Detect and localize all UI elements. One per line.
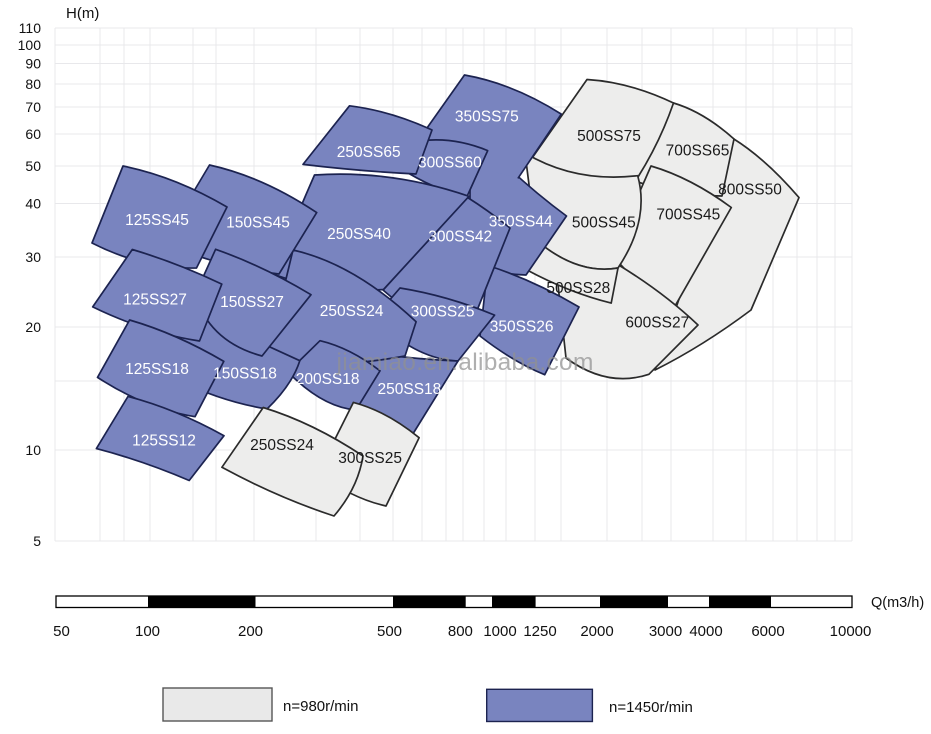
svg-text:5: 5 (33, 533, 41, 549)
svg-text:500SS75: 500SS75 (577, 128, 641, 145)
svg-text:2000: 2000 (580, 623, 613, 640)
svg-text:20: 20 (25, 319, 41, 335)
svg-text:50: 50 (25, 158, 41, 174)
svg-text:70: 70 (25, 99, 41, 115)
svg-text:350SS44: 350SS44 (489, 214, 553, 231)
svg-text:200: 200 (238, 623, 263, 640)
svg-text:500: 500 (377, 623, 402, 640)
svg-text:10: 10 (25, 442, 41, 458)
svg-text:700SS45: 700SS45 (656, 206, 720, 223)
svg-text:250SS65: 250SS65 (337, 144, 401, 161)
svg-text:500SS28: 500SS28 (546, 280, 610, 297)
svg-text:90: 90 (25, 56, 41, 72)
svg-text:80: 80 (25, 76, 41, 92)
svg-text:300SS25: 300SS25 (338, 450, 402, 467)
svg-text:300SS42: 300SS42 (428, 228, 492, 245)
svg-text:100: 100 (135, 623, 160, 640)
svg-text:1250: 1250 (523, 623, 556, 640)
svg-text:600SS27: 600SS27 (625, 315, 689, 332)
svg-text:n=980r/min: n=980r/min (283, 698, 358, 715)
svg-text:150SS45: 150SS45 (226, 215, 290, 232)
svg-text:1000: 1000 (483, 623, 516, 640)
svg-text:150SS27: 150SS27 (220, 294, 284, 311)
svg-text:350SS26: 350SS26 (490, 319, 554, 336)
svg-text:350SS75: 350SS75 (455, 109, 519, 126)
svg-text:30: 30 (25, 249, 41, 265)
svg-text:500SS45: 500SS45 (572, 214, 636, 231)
svg-text:150SS18: 150SS18 (213, 366, 277, 383)
svg-text:6000: 6000 (751, 623, 784, 640)
svg-text:10000: 10000 (830, 623, 872, 640)
svg-text:n=1450r/min: n=1450r/min (609, 699, 693, 716)
svg-text:H(m): H(m) (66, 5, 99, 22)
svg-text:125SS45: 125SS45 (125, 212, 189, 229)
svg-text:100: 100 (18, 37, 42, 53)
svg-text:jiamiao.en.alibaba.com: jiamiao.en.alibaba.com (336, 349, 594, 376)
svg-text:110: 110 (19, 20, 42, 36)
svg-text:700SS65: 700SS65 (666, 142, 730, 159)
svg-text:125SS27: 125SS27 (123, 292, 187, 309)
svg-text:250SS24: 250SS24 (250, 437, 314, 454)
svg-text:60: 60 (25, 126, 41, 142)
svg-text:3000: 3000 (649, 623, 682, 640)
svg-text:300SS60: 300SS60 (418, 155, 482, 172)
svg-text:200SS18: 200SS18 (296, 371, 360, 388)
svg-text:125SS12: 125SS12 (132, 433, 196, 450)
svg-text:Q(m3/h): Q(m3/h) (871, 595, 924, 611)
svg-text:125SS18: 125SS18 (125, 361, 189, 378)
svg-text:800: 800 (448, 623, 473, 640)
svg-text:40: 40 (25, 196, 41, 212)
svg-text:300SS25: 300SS25 (411, 304, 475, 321)
svg-text:250SS24: 250SS24 (320, 303, 384, 320)
svg-text:250SS18: 250SS18 (378, 381, 442, 398)
svg-text:50: 50 (53, 623, 70, 640)
svg-text:4000: 4000 (689, 623, 722, 640)
svg-text:250SS40: 250SS40 (327, 226, 391, 243)
svg-text:800SS50: 800SS50 (718, 182, 782, 199)
